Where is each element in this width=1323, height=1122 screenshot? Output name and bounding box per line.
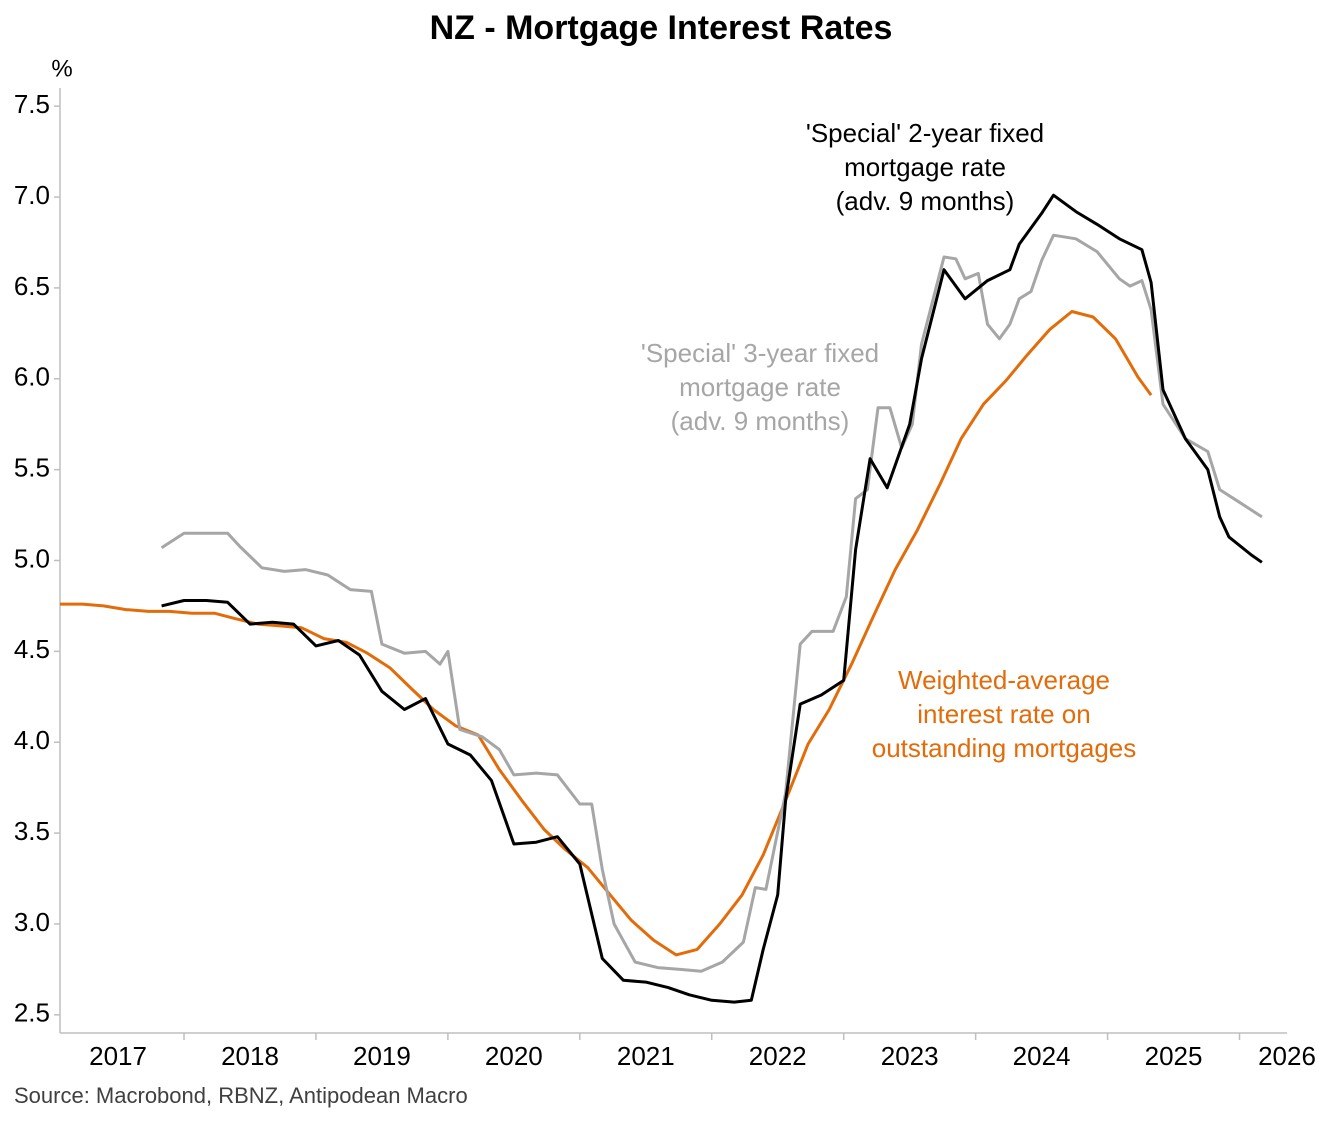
x-tick-label: 2017 (89, 1041, 147, 1071)
series-line (161, 193, 1263, 1004)
x-tick-label: 2026 (1258, 1041, 1316, 1071)
source-note: Source: Macrobond, RBNZ, Antipodean Macr… (14, 1083, 468, 1108)
series-label: (adv. 9 months) (671, 406, 850, 436)
y-tick-label: 4.0 (14, 725, 50, 755)
y-tick-label: 3.0 (14, 907, 50, 937)
y-tick-label: 2.5 (14, 998, 50, 1028)
chart-title: NZ - Mortgage Interest Rates (430, 9, 893, 47)
series-label: (adv. 9 months) (836, 186, 1015, 216)
y-tick-label: 4.5 (14, 634, 50, 664)
series-label: outstanding mortgages (872, 733, 1137, 763)
y-tick-label: 5.0 (14, 543, 50, 573)
x-tick-label: 2019 (353, 1041, 411, 1071)
x-tick-label: 2021 (617, 1041, 675, 1071)
series-label: 'Special' 2-year fixed (806, 118, 1044, 148)
y-tick-label: 3.5 (14, 816, 50, 846)
series-label: mortgage rate (679, 372, 841, 402)
x-tick-label: 2023 (881, 1041, 939, 1071)
x-tick-label: 2018 (221, 1041, 279, 1071)
y-tick-label: 7.5 (14, 89, 50, 119)
x-tick-label: 2025 (1145, 1041, 1203, 1071)
y-tick-label: 6.5 (14, 271, 50, 301)
y-tick-label: 6.0 (14, 362, 50, 392)
series-label: 'Special' 3-year fixed (641, 338, 879, 368)
y-unit-label: % (51, 55, 72, 82)
x-tick-label: 2022 (749, 1041, 807, 1071)
y-tick-label: 5.5 (14, 453, 50, 483)
series-label: mortgage rate (844, 152, 1006, 182)
series-label: Weighted-average (898, 665, 1110, 695)
y-tick-label: 7.0 (14, 180, 50, 210)
x-tick-label: 2020 (485, 1041, 543, 1071)
series-label: interest rate on (917, 699, 1090, 729)
series-line (60, 310, 1153, 957)
x-tick-label: 2024 (1013, 1041, 1071, 1071)
